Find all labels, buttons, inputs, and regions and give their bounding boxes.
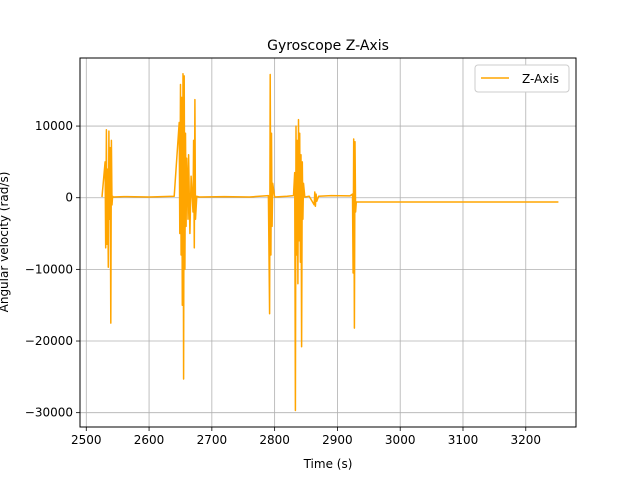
y-tick-label: −20000 [25, 334, 73, 348]
y-axis-label: Angular velocity (rad/s) [0, 172, 11, 313]
y-tick-label: −10000 [25, 262, 73, 276]
x-tick-label: 2600 [134, 433, 165, 447]
x-tick-label: 2900 [322, 433, 353, 447]
x-tick-label: 3100 [448, 433, 479, 447]
y-tick-label: 0 [65, 191, 73, 205]
x-tick-label: 2700 [197, 433, 228, 447]
x-tick-label: 3200 [510, 433, 541, 447]
legend: Z-Axis [475, 65, 569, 92]
y-tick-label: −30000 [25, 406, 73, 420]
x-tick-label: 2800 [259, 433, 290, 447]
y-tick-label: 10000 [35, 119, 73, 133]
legend-label: Z-Axis [522, 72, 559, 86]
x-tick-label: 3000 [385, 433, 416, 447]
chart-title: Gyroscope Z-Axis [267, 38, 389, 54]
x-tick-label: 2500 [71, 433, 102, 447]
x-axis-label: Time (s) [303, 457, 353, 471]
